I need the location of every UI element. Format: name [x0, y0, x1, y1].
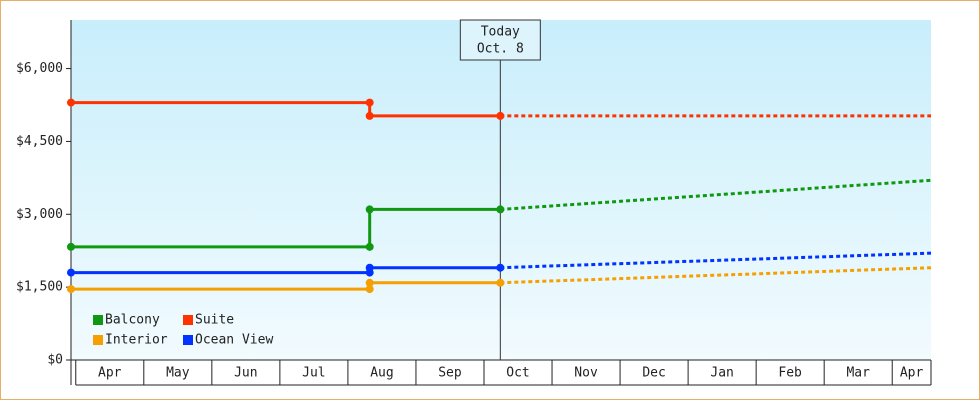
legend-label: Ocean View — [195, 333, 273, 348]
x-tick-label: Apr — [900, 366, 924, 381]
x-tick-label: Aug — [370, 366, 393, 381]
x-tick-label: Oct — [506, 366, 529, 381]
y-tick-label: $3,000 — [16, 207, 63, 222]
legend-label: Suite — [195, 313, 234, 328]
y-tick-label: $4,500 — [16, 134, 63, 149]
x-tick-label: Jul — [302, 366, 325, 381]
point — [67, 268, 75, 277]
legend-swatch — [183, 315, 193, 325]
point — [365, 278, 374, 287]
point — [496, 205, 505, 214]
point — [365, 263, 374, 272]
point — [365, 205, 374, 214]
x-tick-label: Mar — [846, 366, 870, 381]
point — [365, 242, 374, 251]
legend-swatch — [183, 335, 193, 345]
point — [365, 98, 374, 107]
legend-swatch — [93, 315, 103, 325]
x-tick-label: Feb — [778, 366, 802, 381]
x-tick-label: Dec — [642, 366, 665, 381]
series-line — [71, 101, 501, 118]
point — [67, 285, 75, 294]
forecast-line — [500, 266, 932, 285]
today-label: Today — [481, 25, 520, 40]
point — [67, 242, 75, 251]
forecast-line — [500, 251, 932, 270]
x-tick-label: Apr — [98, 366, 122, 381]
point — [365, 285, 374, 294]
today-box — [459, 19, 541, 61]
x-tick-label: Sep — [438, 366, 462, 381]
legend-swatch — [93, 335, 103, 345]
x-tick-label: May — [166, 366, 190, 381]
x-tick-label: Nov — [574, 366, 598, 381]
legend-label: Interior — [105, 333, 168, 348]
point — [365, 111, 374, 120]
legend-label: Balcony — [105, 313, 160, 328]
point — [496, 263, 505, 272]
forecast-line — [500, 178, 932, 211]
point — [67, 98, 75, 107]
y-tick-label: $6,000 — [16, 61, 63, 76]
today-label: Oct. 8 — [477, 42, 524, 57]
point — [496, 278, 505, 287]
x-tick-label: Jun — [234, 366, 257, 381]
y-tick-label: $0 — [47, 353, 63, 368]
point — [496, 111, 505, 120]
x-tick-label: Jan — [710, 366, 733, 381]
y-tick-label: $1,500 — [16, 280, 63, 295]
series-line — [71, 207, 501, 249]
